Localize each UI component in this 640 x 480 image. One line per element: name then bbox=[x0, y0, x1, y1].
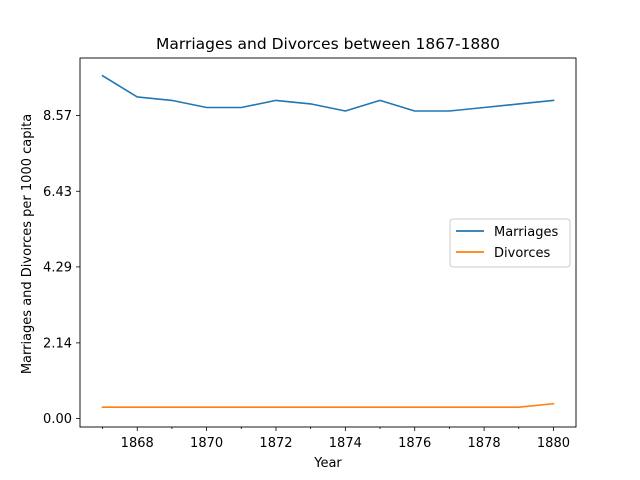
y-tick-label: 0.00 bbox=[43, 412, 72, 427]
x-tick-label: 1878 bbox=[468, 436, 501, 451]
x-tick-label: 1876 bbox=[398, 436, 431, 451]
x-axis-label: Year bbox=[313, 456, 342, 471]
y-tick-label: 6.43 bbox=[43, 185, 72, 200]
x-tick-label: 1872 bbox=[259, 436, 292, 451]
x-tick-label: 1868 bbox=[121, 436, 154, 451]
series-line-divorces bbox=[101, 402, 555, 409]
plot-frame bbox=[79, 57, 577, 428]
y-tick-label: 8.57 bbox=[43, 109, 72, 124]
x-tick-label: 1880 bbox=[537, 436, 570, 451]
legend: Marriages Divorces bbox=[449, 218, 571, 268]
legend-label-divorces: Divorces bbox=[494, 246, 550, 261]
chart-title: Marriages and Divorces between 1867-1880 bbox=[156, 35, 500, 53]
x-tick-label: 1874 bbox=[329, 436, 362, 451]
y-tick-label: 4.29 bbox=[43, 260, 72, 275]
x-tick-label: 1870 bbox=[190, 436, 223, 451]
y-tick-label: 2.14 bbox=[43, 336, 72, 351]
series-line-marriages bbox=[101, 74, 555, 112]
y-axis-label: Marriages and Divorces per 1000 capita bbox=[20, 114, 35, 374]
plot-area: 1868 1870 1872 1874 1876 1878 1880 0.00 2.14 4.29… bbox=[43, 57, 577, 451]
legend-label-marriages: Marriages bbox=[494, 225, 558, 240]
